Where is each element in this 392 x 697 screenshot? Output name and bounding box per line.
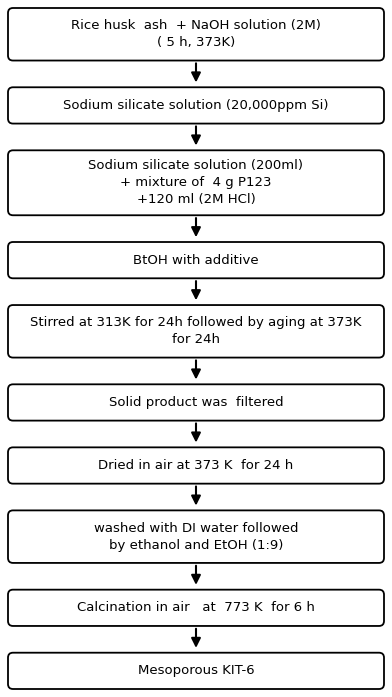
FancyBboxPatch shape [8, 590, 384, 626]
FancyBboxPatch shape [8, 305, 384, 358]
FancyBboxPatch shape [8, 151, 384, 215]
Text: Solid product was  filtered: Solid product was filtered [109, 396, 283, 409]
Text: Dried in air at 373 K  for 24 h: Dried in air at 373 K for 24 h [98, 459, 294, 472]
FancyBboxPatch shape [8, 242, 384, 278]
Text: Sodium silicate solution (20,000ppm Si): Sodium silicate solution (20,000ppm Si) [63, 99, 329, 112]
FancyBboxPatch shape [8, 8, 384, 61]
Text: Calcination in air   at  773 K  for 6 h: Calcination in air at 773 K for 6 h [77, 602, 315, 614]
Text: Stirred at 313K for 24h followed by aging at 373K
for 24h: Stirred at 313K for 24h followed by agin… [30, 316, 362, 346]
Text: Rice husk  ash  + NaOH solution (2M)
( 5 h, 373K): Rice husk ash + NaOH solution (2M) ( 5 h… [71, 20, 321, 49]
Text: BtOH with additive: BtOH with additive [133, 254, 259, 267]
FancyBboxPatch shape [8, 87, 384, 123]
FancyBboxPatch shape [8, 510, 384, 563]
FancyBboxPatch shape [8, 384, 384, 420]
Text: Mesoporous KIT-6: Mesoporous KIT-6 [138, 664, 254, 677]
Text: Sodium silicate solution (200ml)
+ mixture of  4 g P123
+120 ml (2M HCl): Sodium silicate solution (200ml) + mixtu… [89, 160, 303, 206]
Text: washed with DI water followed
by ethanol and EtOH (1:9): washed with DI water followed by ethanol… [94, 521, 298, 551]
FancyBboxPatch shape [8, 447, 384, 484]
FancyBboxPatch shape [8, 652, 384, 689]
